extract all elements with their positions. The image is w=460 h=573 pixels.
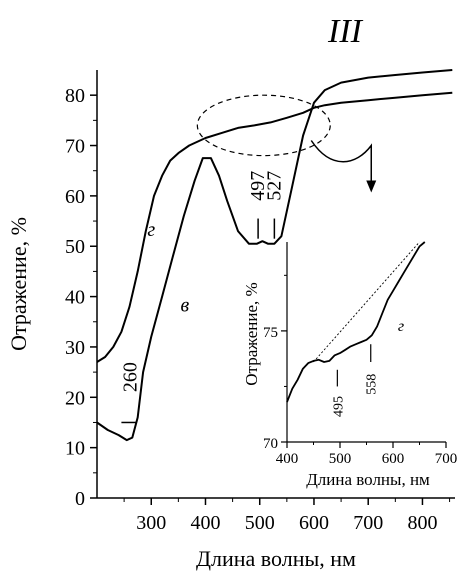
inset-x-tick-label: 500 xyxy=(329,451,352,467)
main-x-tick-label: 500 xyxy=(245,512,275,534)
inset-chart: 70 75 400 500 600 700 495 558 г Длина волны, н… xyxy=(242,241,458,489)
zoom-arrow xyxy=(310,140,373,183)
main-x-tick-label: 400 xyxy=(190,512,220,534)
main-y-tick-label: 60 xyxy=(65,186,85,208)
main-x-tick-label: 800 xyxy=(407,512,437,534)
inset-series-label-g: г xyxy=(398,318,404,335)
panel-label: III xyxy=(327,13,364,50)
main-series-line xyxy=(96,91,453,363)
main-y-tick-label: 20 xyxy=(65,387,85,409)
main-y-tick-label: 70 xyxy=(65,136,85,158)
inset-x-axis-label: Длина волны, нм xyxy=(306,470,430,489)
annotation-260: 260 xyxy=(120,362,142,392)
main-series-group xyxy=(96,69,453,442)
main-x-tick-label: 700 xyxy=(353,512,383,534)
main-series-line xyxy=(96,69,453,442)
inset-y-ticks: 70 75 xyxy=(263,274,287,452)
inset-y-tick-label: 75 xyxy=(263,325,278,341)
main-y-axis-label: Отражение, % xyxy=(6,217,31,351)
inset-annotation-495: 495 xyxy=(331,396,346,417)
main-y-tick-label: 50 xyxy=(65,236,85,258)
highlight-ellipse xyxy=(196,94,331,157)
main-x-tick-label: 600 xyxy=(299,512,329,534)
main-y-tick-label: 40 xyxy=(65,287,85,309)
main-x-ticks: 300 400 500 600 700 800 xyxy=(123,498,451,534)
main-x-tick-label: 300 xyxy=(136,512,166,534)
inset-tangent-line xyxy=(313,241,420,363)
main-x-axis-label: Длина волны, нм xyxy=(196,546,356,571)
main-chart: 0 10 20 30 40 50 60 70 80 300 400 500 600 700 800 260… xyxy=(6,69,455,571)
zoom-arrow-head xyxy=(366,180,377,193)
inset-x-tick-label: 400 xyxy=(276,451,299,467)
main-y-tick-label: 80 xyxy=(65,85,85,107)
inset-background xyxy=(287,242,446,442)
main-y-tick-label: 10 xyxy=(65,438,85,460)
series-label-g: г xyxy=(147,219,155,241)
inset-y-axis-label: Отражение, % xyxy=(242,282,261,385)
inset-x-tick-label: 600 xyxy=(382,451,405,467)
inset-x-ticks: 400 500 600 700 xyxy=(276,442,458,467)
series-label-v: в xyxy=(181,295,190,317)
annotation-497: 497 xyxy=(247,171,269,201)
inset-annotation-558: 558 xyxy=(365,374,380,395)
inset-x-tick-label: 700 xyxy=(435,451,458,467)
inset-series-line xyxy=(286,241,426,403)
inset-series-group xyxy=(286,241,426,403)
main-y-tick-label: 30 xyxy=(65,337,85,359)
annotation-527: 527 xyxy=(263,171,285,201)
main-y-ticks: 0 10 20 30 40 50 60 70 80 xyxy=(65,85,97,510)
inset-y-tick-label: 70 xyxy=(263,436,278,452)
main-y-tick-label: 0 xyxy=(75,488,85,510)
inset-annotations: 495 558 г xyxy=(331,318,404,417)
